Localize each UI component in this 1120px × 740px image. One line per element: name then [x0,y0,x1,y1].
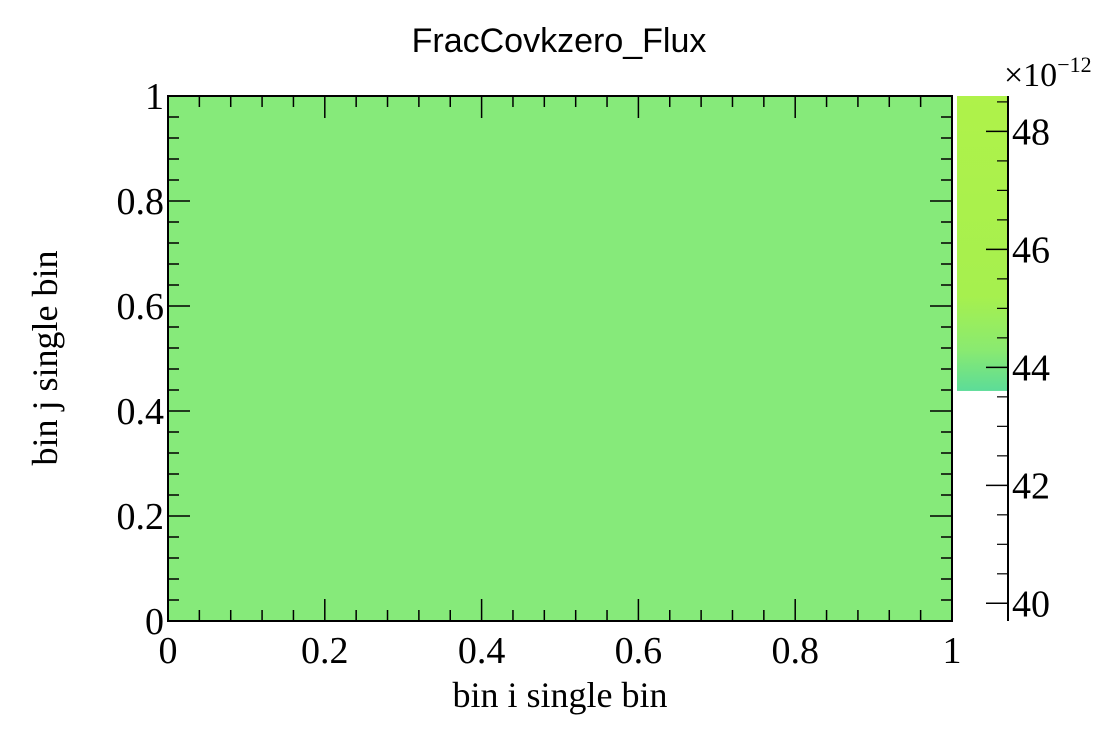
y-axis-label: bin j single bin [25,251,65,466]
y-tick-label: 0.6 [117,286,165,328]
x-tick-label: 0.6 [615,630,663,672]
colorbar-exponent-base: ×10 [1004,57,1057,94]
y-tick-label: 1 [145,76,164,118]
chart-title: FracCovkzero_Flux [412,22,707,60]
x-tick-label: 0.2 [301,630,349,672]
x-tick-label: 0 [159,630,178,672]
title-box [368,14,756,70]
plot-frame [167,95,953,622]
y-tick-label: 0 [145,601,164,643]
colorbar-tick-label: 48 [1012,111,1050,153]
heatmap-cells [168,96,952,621]
colorbar-tick-label: 42 [1012,465,1050,507]
y-tick-label: 0.2 [117,496,165,538]
x-tick-label: 0.4 [458,630,506,672]
y-tick-label: 0.8 [117,181,165,223]
x-axis-label: bin i single bin [453,675,668,715]
colorbar-tick-label: 40 [1012,583,1050,625]
colorbar-ticks: 40 42 44 46 48 [986,101,1050,625]
colorbar-tick-label: 44 [1012,347,1050,389]
y-tick-label: 0.4 [117,391,165,433]
y-axis-ticks: 0 0.2 0.4 0.6 0.8 1 [117,76,952,643]
x-tick-label: 1 [943,630,962,672]
colorbar-tick-label: 46 [1012,229,1050,271]
colorbar-fill [957,96,1008,391]
heatmap-cell [168,96,952,621]
colorbar-exponent: ×10−12 [1004,52,1092,94]
colorbar-exponent-power: −12 [1057,52,1091,77]
x-axis-ticks: 0 0.2 0.4 0.6 0.8 1 [159,96,962,672]
x-tick-label: 0.8 [771,630,819,672]
